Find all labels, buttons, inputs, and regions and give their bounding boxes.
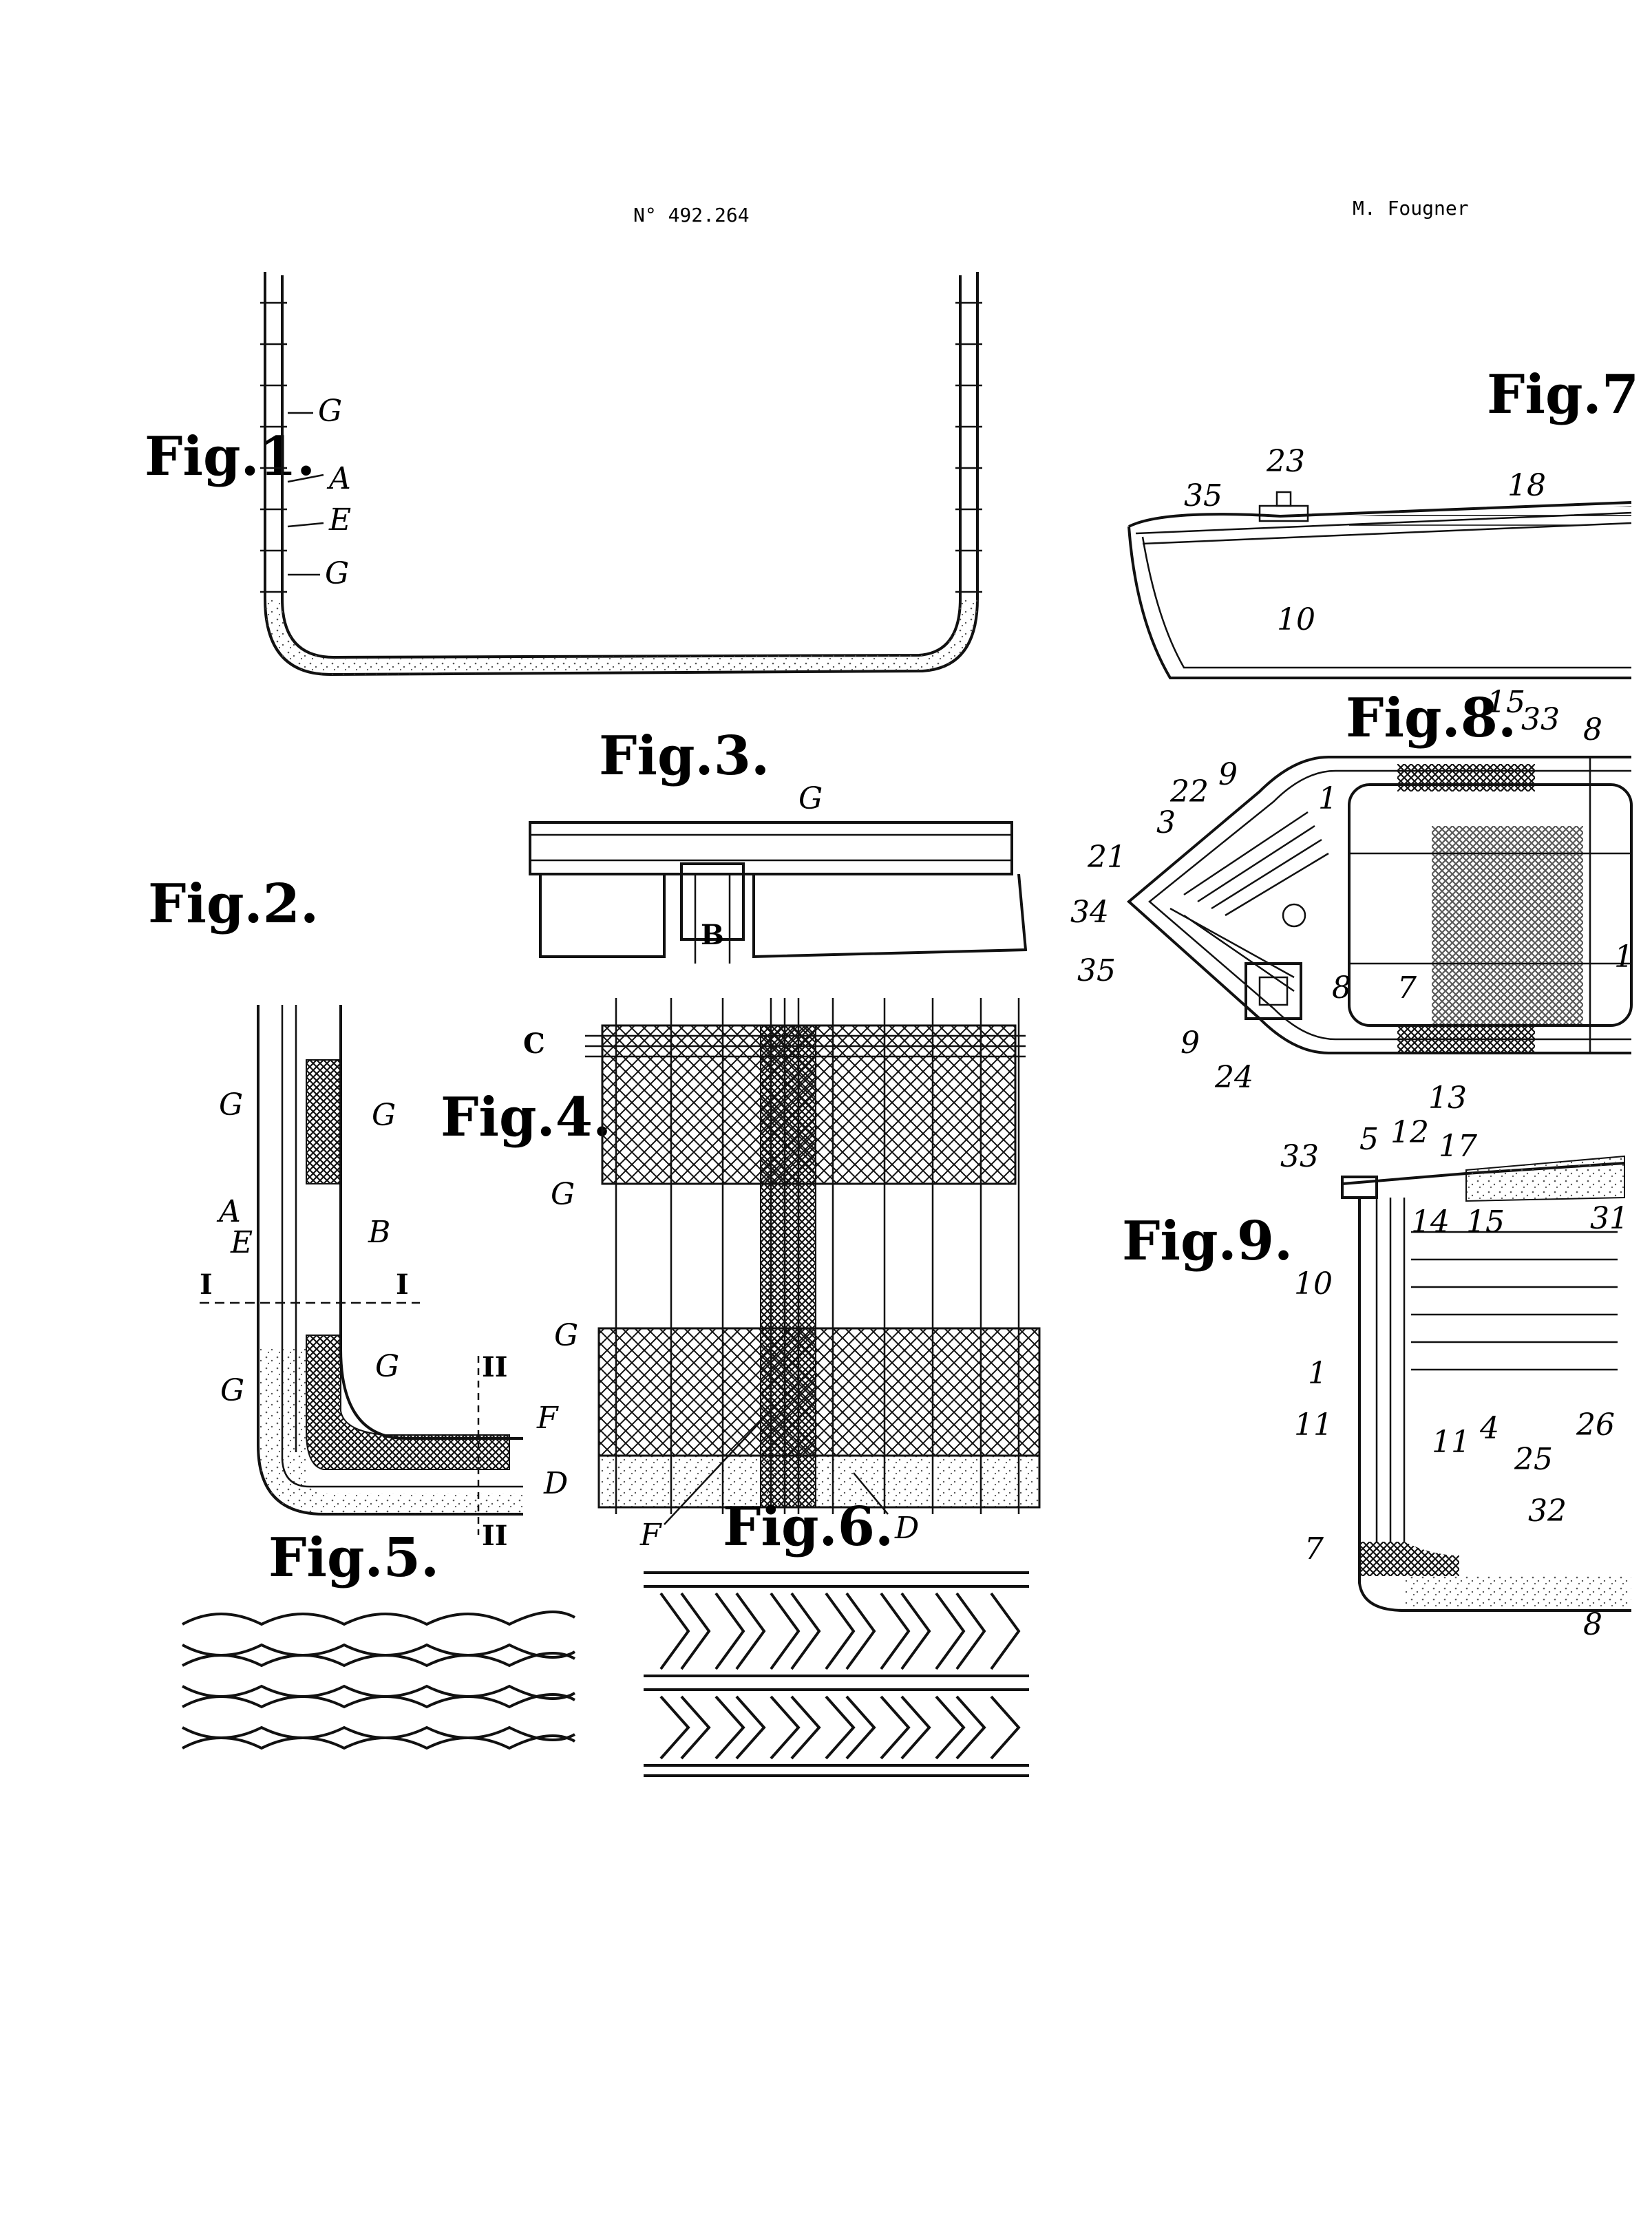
fig6-title: Fig.6. [723, 1496, 893, 1558]
fig8-label-22: 22 [1169, 774, 1209, 809]
fig9-label-8: 8 [1583, 1607, 1602, 1642]
fig8-label-33: 33 [1521, 702, 1560, 737]
fig9-label-7: 7 [1304, 1531, 1324, 1566]
fig2-label-g1: G [219, 1087, 243, 1123]
fig7-title: Fig.7 [1487, 363, 1639, 426]
fig8-label-1a: 1 [1318, 781, 1337, 816]
fig8-label-21: 21 [1087, 840, 1126, 875]
fig9-label-13: 13 [1428, 1081, 1467, 1116]
fig7-label-10: 10 [1277, 602, 1315, 637]
fig8-label-8a: 8 [1583, 712, 1602, 747]
fig9-label-25: 25 [1514, 1442, 1553, 1477]
fig7-drawing: Fig.7 23 35 18 10 [1129, 363, 1639, 678]
fig8-label-15: 15 [1487, 685, 1525, 720]
fig3-drawing: Fig.3. G B [530, 725, 1026, 964]
fig2-label-e: E [230, 1225, 253, 1260]
fig8-label-9a: 9 [1218, 757, 1238, 792]
fig8-drawing: Fig.8. 15 33 8 9 22 3 21 34 35 1 8 7 1 9… [1070, 685, 1633, 1095]
fig3-title: Fig.3. [599, 725, 770, 787]
fig9-label-5: 5 [1359, 1122, 1379, 1157]
fig9-label-26: 26 [1576, 1407, 1615, 1443]
fig1-title: Fig.1. [145, 425, 315, 488]
fig9-drawing: Fig.9. 13 33 5 12 17 14 15 31 10 1 11 11… [1122, 1081, 1631, 1642]
fig2-label-i1: I [200, 1268, 213, 1301]
fig2-label-g3: G [220, 1373, 244, 1408]
fig8-label-35: 35 [1077, 953, 1116, 988]
fig2-drawing: Fig.2. G G A E B I I G G F D II II [148, 873, 568, 1552]
fig4-label-g2: G [554, 1318, 578, 1353]
fig8-label-9b: 9 [1180, 1025, 1200, 1061]
patent-number: N° 492.264 [633, 204, 750, 226]
fig9-label-33: 33 [1280, 1139, 1319, 1174]
fig3-label-g: G [798, 781, 823, 816]
fig9-label-31: 31 [1590, 1201, 1629, 1236]
fig4-drawing: Fig.4. C G G F D [441, 998, 1039, 1553]
fig9-label-11a: 11 [1294, 1407, 1333, 1443]
fig2-label-d: D [543, 1466, 568, 1501]
fig7-label-23: 23 [1266, 444, 1305, 479]
fig2-label-a: A [216, 1194, 241, 1229]
fig2-label-b: B [368, 1215, 390, 1250]
fig4-label-c: C [523, 1028, 545, 1060]
fig7-label-35: 35 [1184, 478, 1222, 513]
fig1-label-a: A [326, 461, 351, 496]
fig1-label-e: E [328, 502, 351, 538]
fig2-label-g4: G [375, 1349, 399, 1384]
fig8-label-8b: 8 [1332, 970, 1351, 1006]
fig9-label-1: 1 [1308, 1356, 1327, 1391]
fig2-title: Fig.2. [148, 873, 319, 935]
fig9-label-4: 4 [1479, 1411, 1499, 1446]
fig8-label-34: 34 [1070, 895, 1109, 930]
fig4-label-d: D [894, 1511, 919, 1546]
fig2-label-i2: I [396, 1268, 409, 1301]
fig5-title: Fig.5. [268, 1527, 439, 1589]
inventor-name: M. Fougner [1353, 197, 1469, 220]
fig2-label-ii2: II [482, 1520, 507, 1552]
fig2-label-f: F [536, 1401, 559, 1436]
fig8-label-24: 24 [1214, 1060, 1253, 1095]
fig3-label-b: B [701, 919, 724, 951]
fig9-label-14: 14 [1411, 1204, 1450, 1240]
fig8-label-7: 7 [1397, 970, 1417, 1006]
fig9-label-11b: 11 [1432, 1425, 1470, 1460]
fig4-label-f: F [639, 1518, 662, 1553]
fig1-label-g1: G [318, 394, 342, 429]
fig7-label-18: 18 [1507, 468, 1546, 503]
fig9-label-32: 32 [1528, 1494, 1567, 1529]
fig9-label-17: 17 [1439, 1129, 1477, 1164]
fig4-title: Fig.4. [441, 1086, 611, 1149]
fig8-label-3: 3 [1156, 805, 1176, 840]
fig1-label-g2: G [325, 556, 349, 591]
fig9-label-10: 10 [1294, 1266, 1333, 1301]
fig8-label-1b: 1 [1614, 939, 1633, 975]
fig9-label-12: 12 [1390, 1115, 1429, 1150]
fig1-drawing: Fig.1. G A E G [145, 272, 982, 674]
fig5-drawing: Fig.5. [182, 1527, 575, 1762]
fig6-drawing: Fig.6. [644, 1496, 1029, 1776]
fig9-label-15: 15 [1466, 1204, 1505, 1240]
fig9-title: Fig.9. [1122, 1210, 1293, 1273]
fig2-label-ii1: II [482, 1351, 507, 1383]
fig2-label-g2: G [372, 1098, 396, 1133]
fig4-label-g1: G [551, 1177, 575, 1212]
